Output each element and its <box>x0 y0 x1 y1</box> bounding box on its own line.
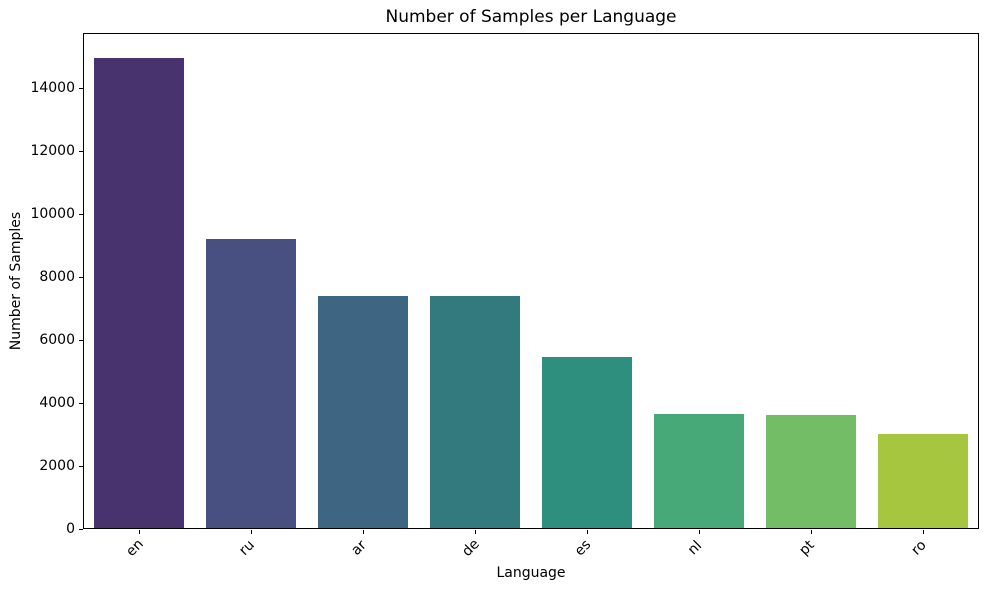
y-tick-mark <box>79 276 83 278</box>
bar-nl <box>654 414 744 528</box>
x-tick-mark <box>922 530 924 534</box>
bar-de <box>430 296 520 528</box>
x-tick-label-text: ru <box>236 537 258 559</box>
y-tick-label: 8000 <box>39 269 75 286</box>
x-tick-mark <box>698 530 700 534</box>
y-tick-mark <box>79 87 83 89</box>
y-tick-label: 10000 <box>30 206 75 223</box>
bar-ro <box>878 433 968 528</box>
x-tick-label-text: de <box>459 536 483 560</box>
x-tick-mark <box>474 530 476 534</box>
x-axis-label: Language <box>496 565 566 581</box>
x-tick-mark <box>810 530 812 534</box>
y-tick-mark <box>79 213 83 215</box>
y-tick-label: 4000 <box>39 395 75 412</box>
x-tick-mark <box>138 530 140 534</box>
x-tick-mark <box>362 530 364 534</box>
x-tick-label-text: en <box>123 536 147 560</box>
x-tick-label-text: pt <box>796 537 818 559</box>
y-tick-label: 0 <box>66 521 75 537</box>
x-tick-mark <box>250 530 252 534</box>
y-tick-mark <box>79 528 83 530</box>
x-tick-label-text: nl <box>684 537 706 559</box>
x-tick-label-text: ro <box>908 537 930 559</box>
plot-area <box>83 33 979 529</box>
y-tick-label: 2000 <box>39 458 75 475</box>
bar-pt <box>766 415 856 528</box>
chart-title: Number of Samples per Language <box>385 7 677 27</box>
y-tick-mark <box>79 465 83 467</box>
x-tick-label-text: es <box>571 536 595 560</box>
y-tick-label: 14000 <box>30 80 75 97</box>
bar-en <box>94 57 184 528</box>
y-tick-mark <box>79 150 83 152</box>
y-tick-mark <box>79 402 83 404</box>
bar-ru <box>206 239 296 528</box>
y-tick-label: 6000 <box>39 332 75 349</box>
x-tick-mark <box>586 530 588 534</box>
bar-ar <box>318 295 408 528</box>
x-tick-label-text: ar <box>348 537 370 559</box>
y-tick-mark <box>79 339 83 341</box>
bar-es <box>542 357 632 528</box>
y-tick-label: 12000 <box>30 143 75 160</box>
